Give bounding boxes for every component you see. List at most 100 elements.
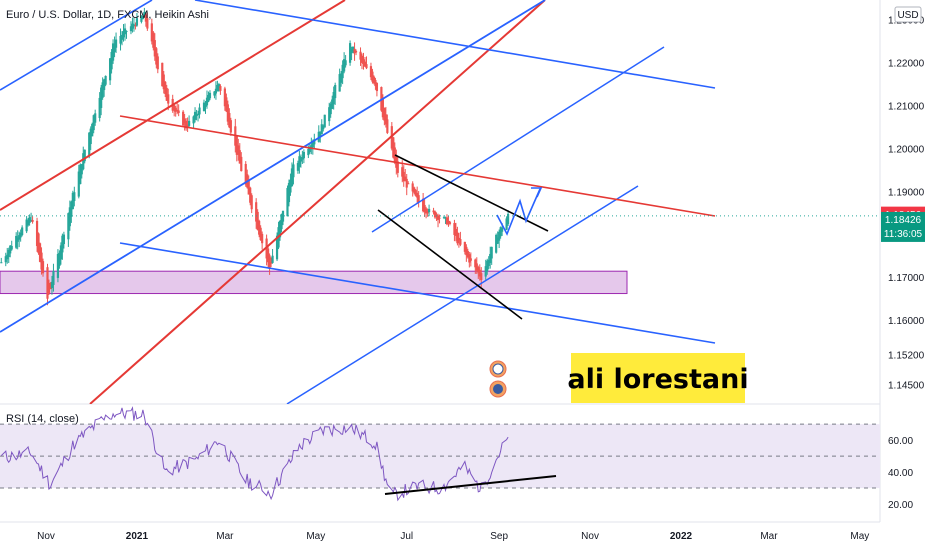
candle-body bbox=[174, 107, 177, 112]
candle-body bbox=[363, 61, 367, 67]
candle-body bbox=[38, 243, 42, 262]
candle-body bbox=[68, 207, 71, 227]
candle-body bbox=[152, 32, 155, 48]
candle-body bbox=[414, 190, 417, 196]
wedge-upper-line bbox=[394, 154, 549, 232]
candle-body bbox=[46, 267, 49, 299]
candle-body bbox=[480, 273, 483, 280]
candle-body bbox=[427, 208, 431, 213]
candle-body bbox=[505, 218, 508, 230]
candle-body bbox=[173, 104, 176, 111]
candle-body bbox=[372, 76, 376, 84]
candle-body bbox=[91, 123, 94, 137]
candle-body bbox=[162, 74, 165, 90]
price-tick-label: 1.21000 bbox=[888, 101, 925, 112]
candle-body bbox=[281, 210, 285, 222]
price-tick-label: 1.14500 bbox=[888, 381, 925, 392]
candle-body bbox=[77, 171, 80, 197]
candle-body bbox=[348, 43, 352, 63]
candle-body bbox=[71, 192, 74, 210]
candle-body bbox=[466, 251, 469, 258]
candle-body bbox=[223, 88, 226, 107]
candle-body bbox=[89, 128, 92, 145]
time-tick-label: May bbox=[306, 531, 325, 542]
candle-body bbox=[50, 281, 54, 289]
candle-body bbox=[244, 163, 247, 185]
candle-body bbox=[238, 150, 241, 164]
candle-body bbox=[0, 262, 3, 264]
candle-body bbox=[40, 252, 43, 270]
candle-body bbox=[58, 252, 61, 266]
rsi-label: RSI (14, close) bbox=[6, 413, 79, 425]
candle-body bbox=[259, 227, 262, 241]
candle-body bbox=[392, 137, 395, 158]
candle-body bbox=[29, 219, 33, 221]
candle-body bbox=[61, 235, 64, 253]
candle-body bbox=[205, 97, 209, 106]
candle-body bbox=[82, 153, 85, 170]
candle-body bbox=[375, 83, 379, 92]
candle-body bbox=[41, 261, 45, 274]
rsi-tick-label: 40.00 bbox=[888, 468, 913, 479]
candle-body bbox=[416, 192, 419, 198]
candle-body bbox=[302, 151, 305, 159]
candle-body bbox=[94, 113, 97, 123]
candle-body bbox=[453, 223, 456, 235]
candle-body bbox=[167, 94, 170, 104]
candle-body bbox=[343, 59, 346, 72]
rsi-tick-label: 60.00 bbox=[888, 436, 913, 447]
candle-body bbox=[161, 62, 164, 87]
candle-body bbox=[204, 103, 207, 107]
candle-body bbox=[469, 258, 472, 261]
time-tick-label: Mar bbox=[760, 531, 778, 542]
candle-body bbox=[185, 120, 188, 129]
candle-body bbox=[235, 135, 238, 155]
candle-body bbox=[465, 246, 468, 256]
candle-body bbox=[289, 179, 292, 193]
candle-body bbox=[484, 266, 487, 277]
candle-body bbox=[104, 75, 107, 85]
candle-body bbox=[15, 235, 18, 248]
candle-body bbox=[393, 147, 396, 163]
candle-body bbox=[9, 245, 12, 254]
price-tag-green-text: 1.18426 bbox=[885, 215, 922, 226]
candle-body bbox=[79, 164, 82, 185]
candle-body bbox=[396, 161, 399, 173]
price-tick-label: 1.16000 bbox=[888, 316, 925, 327]
candle-body bbox=[213, 91, 216, 96]
candle-body bbox=[278, 220, 282, 238]
candle-body bbox=[177, 110, 180, 113]
candle-body bbox=[320, 124, 323, 135]
candle-body bbox=[457, 237, 460, 241]
candle-body bbox=[369, 66, 373, 78]
candle-body bbox=[340, 73, 343, 83]
candle-body bbox=[132, 24, 136, 27]
candle-body bbox=[10, 245, 13, 250]
candle-body bbox=[208, 92, 212, 99]
projection-arrow-head bbox=[531, 187, 543, 198]
candle-body bbox=[307, 148, 310, 156]
price-tick-label: 1.20000 bbox=[888, 144, 925, 155]
candle-body bbox=[310, 145, 313, 150]
candle-body bbox=[140, 16, 143, 22]
drawings-layer bbox=[0, 0, 716, 404]
candle-body bbox=[487, 259, 490, 267]
rsi-layer bbox=[0, 406, 509, 502]
time-tick-label: Nov bbox=[37, 531, 55, 542]
candle-body bbox=[383, 108, 386, 121]
candle-body bbox=[198, 107, 201, 115]
candle-body bbox=[332, 91, 335, 105]
red-channel-upper bbox=[0, 0, 346, 211]
chart-title: Euro / U.S. Dollar, 1D, FXCM, Heikin Ash… bbox=[6, 9, 209, 21]
candle-body bbox=[401, 167, 404, 177]
candle-body bbox=[113, 43, 116, 53]
candle-body bbox=[125, 30, 128, 32]
candle-body bbox=[286, 187, 289, 217]
candle-body bbox=[423, 204, 426, 212]
currency-box bbox=[894, 6, 922, 23]
candle-body bbox=[445, 217, 449, 225]
candle-body bbox=[299, 157, 302, 162]
candle-body bbox=[150, 23, 153, 42]
candle-body bbox=[371, 71, 374, 82]
